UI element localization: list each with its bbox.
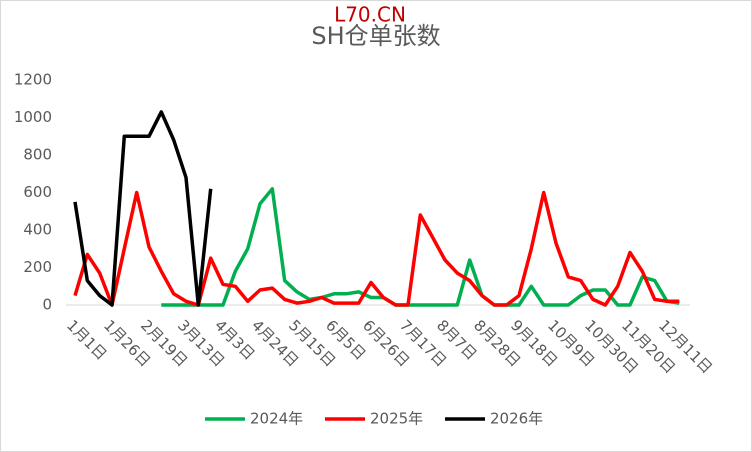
- y-tick-label: 800: [23, 146, 52, 164]
- legend-label: 2025年: [370, 410, 423, 428]
- series-line: [73, 190, 680, 307]
- legend-label: 2024年: [250, 410, 303, 428]
- series-line: [73, 110, 213, 307]
- y-tick-label: 1200: [14, 71, 52, 89]
- y-tick-label: 1000: [14, 108, 52, 126]
- y-tick-label: 200: [23, 258, 52, 276]
- legend-label: 2026年: [490, 410, 543, 428]
- y-tick-label: 400: [23, 221, 52, 239]
- chart-subtitle: SH仓单张数: [311, 22, 440, 50]
- chart-title: L70.CN: [334, 3, 406, 27]
- y-tick-label: 600: [23, 183, 52, 201]
- series-line: [161, 187, 680, 307]
- y-tick-label: 0: [42, 296, 52, 314]
